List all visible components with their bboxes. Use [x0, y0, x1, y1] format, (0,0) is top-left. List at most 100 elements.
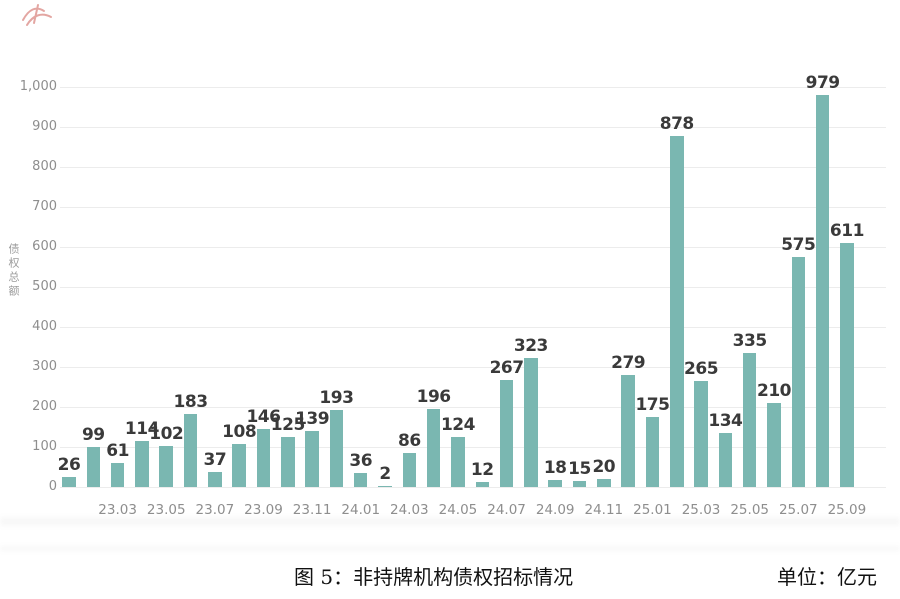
- bar-value-label: 193: [319, 387, 354, 408]
- x-tick-label: 24.03: [390, 502, 429, 518]
- bar-24.03: [402, 452, 417, 487]
- bar-value-label: 323: [513, 335, 549, 356]
- bar-value-label: 99: [81, 425, 105, 446]
- bar-value-label: 267: [489, 358, 525, 379]
- bar-24.10: [572, 481, 587, 487]
- bar-24.01: [353, 472, 368, 487]
- bar-23.10: [281, 437, 295, 487]
- bar-value-label: 175: [635, 395, 670, 415]
- bar-25.04: [718, 433, 733, 487]
- x-tick-label: 24.11: [584, 502, 624, 518]
- bar-24.05: [451, 437, 465, 487]
- bar-23.03: [110, 462, 125, 487]
- x-tick-label: 24.01: [341, 502, 381, 518]
- x-tick-label: 23.09: [244, 502, 283, 518]
- x-tick-label: 25.07: [778, 502, 818, 518]
- bar-value-label: 36: [349, 450, 373, 471]
- bar-23.12: [329, 409, 344, 487]
- bar-value-label: 37: [203, 450, 227, 471]
- bar-24.04: [426, 408, 441, 487]
- bar-value-label: 114: [124, 419, 160, 440]
- bar-23.07: [208, 472, 222, 487]
- bar-value-label: 575: [781, 235, 816, 255]
- gridline-600: [60, 247, 886, 248]
- bar-value-label: 335: [732, 331, 768, 351]
- gridline-900: [60, 127, 886, 128]
- y-tick-label: 100: [32, 439, 57, 454]
- y-tick-label: 1,000: [19, 79, 57, 94]
- y-axis-title: 债权总额: [7, 243, 20, 299]
- x-tick-label: 25.01: [633, 502, 672, 518]
- y-tick-label: 400: [32, 319, 57, 334]
- y-tick-label: 0: [48, 479, 57, 494]
- caption-row: 图 5：非持牌机构债权招标情况 单位：亿元: [0, 561, 900, 591]
- bar-value-label: 183: [173, 391, 209, 412]
- bar-value-label: 86: [397, 430, 421, 451]
- bar-23.04: [135, 441, 149, 487]
- bar-24.11: [597, 479, 611, 487]
- red-pen-mark-icon: [22, 4, 52, 26]
- bar-25.05: [742, 353, 757, 487]
- bar-24.08: [524, 357, 538, 487]
- bar-24.09: [548, 479, 562, 487]
- gridline-1000: [60, 87, 886, 88]
- x-tick-label: 25.03: [681, 502, 721, 518]
- bar-value-label: 26: [57, 454, 81, 475]
- x-tick-label: 25.05: [730, 502, 769, 518]
- bar-value-label: 124: [440, 415, 476, 436]
- bar-24.07: [499, 380, 514, 487]
- gridline-100: [60, 447, 886, 448]
- bar-value-label: 61: [106, 440, 129, 461]
- x-tick-label: 24.09: [535, 502, 575, 518]
- bar-value-label: 125: [270, 415, 306, 435]
- bar-value-label: 12: [470, 460, 494, 481]
- y-tick-label: 300: [32, 359, 57, 374]
- bar-value-label: 108: [222, 421, 257, 442]
- y-tick-label: 600: [32, 239, 57, 254]
- bar-23.09: [256, 428, 271, 487]
- y-tick-label: 900: [32, 119, 57, 134]
- bar-25.03: [694, 381, 708, 487]
- gridline-800: [60, 167, 886, 168]
- bar-value-label: 210: [756, 381, 792, 401]
- bar-25.01: [645, 417, 660, 487]
- bar-23.06: [183, 413, 198, 487]
- unit-label: 单位：亿元: [777, 565, 877, 589]
- bar-value-label: 139: [295, 409, 330, 430]
- gridline-700: [60, 207, 886, 208]
- gridline-200: [60, 407, 886, 408]
- bar-value-label: 2: [379, 464, 391, 484]
- bar-value-label: 611: [829, 220, 865, 241]
- bar-value-label: 196: [416, 386, 452, 407]
- bar-value-label: 15: [568, 459, 591, 479]
- bar-24.06: [475, 482, 490, 487]
- x-tick-label: 23.03: [98, 502, 137, 518]
- x-tick-label: 23.11: [292, 502, 332, 518]
- bar-value-label: 18: [543, 457, 567, 478]
- bar-24.12: [621, 375, 635, 487]
- bar-value-label: 265: [684, 359, 719, 379]
- figure-caption: 图 5：非持牌机构债权招标情况: [294, 565, 574, 589]
- bar-25.02: [670, 135, 684, 487]
- bar-value-label: 146: [246, 406, 281, 427]
- bar-25.09: [840, 242, 854, 487]
- bar-value-label: 102: [149, 424, 184, 445]
- bar-23.02: [86, 447, 101, 487]
- gridline-0: [60, 487, 886, 488]
- bar-value-label: 20: [592, 457, 616, 477]
- x-tick-label: 23.07: [195, 502, 235, 518]
- x-tick-label: 24.07: [487, 502, 526, 518]
- y-tick-label: 800: [32, 159, 57, 174]
- x-tick-label: 23.05: [146, 502, 186, 518]
- bar-24.02: [378, 486, 392, 487]
- y-tick-label: 700: [32, 199, 57, 214]
- bar-23.01: [62, 476, 76, 487]
- bar-25.08: [815, 95, 830, 487]
- bar-value-label: 979: [805, 73, 841, 94]
- gridline-500: [60, 287, 886, 288]
- bar-value-label: 134: [708, 411, 743, 432]
- x-tick-label: 25.09: [827, 502, 867, 518]
- bar-23.05: [159, 446, 173, 487]
